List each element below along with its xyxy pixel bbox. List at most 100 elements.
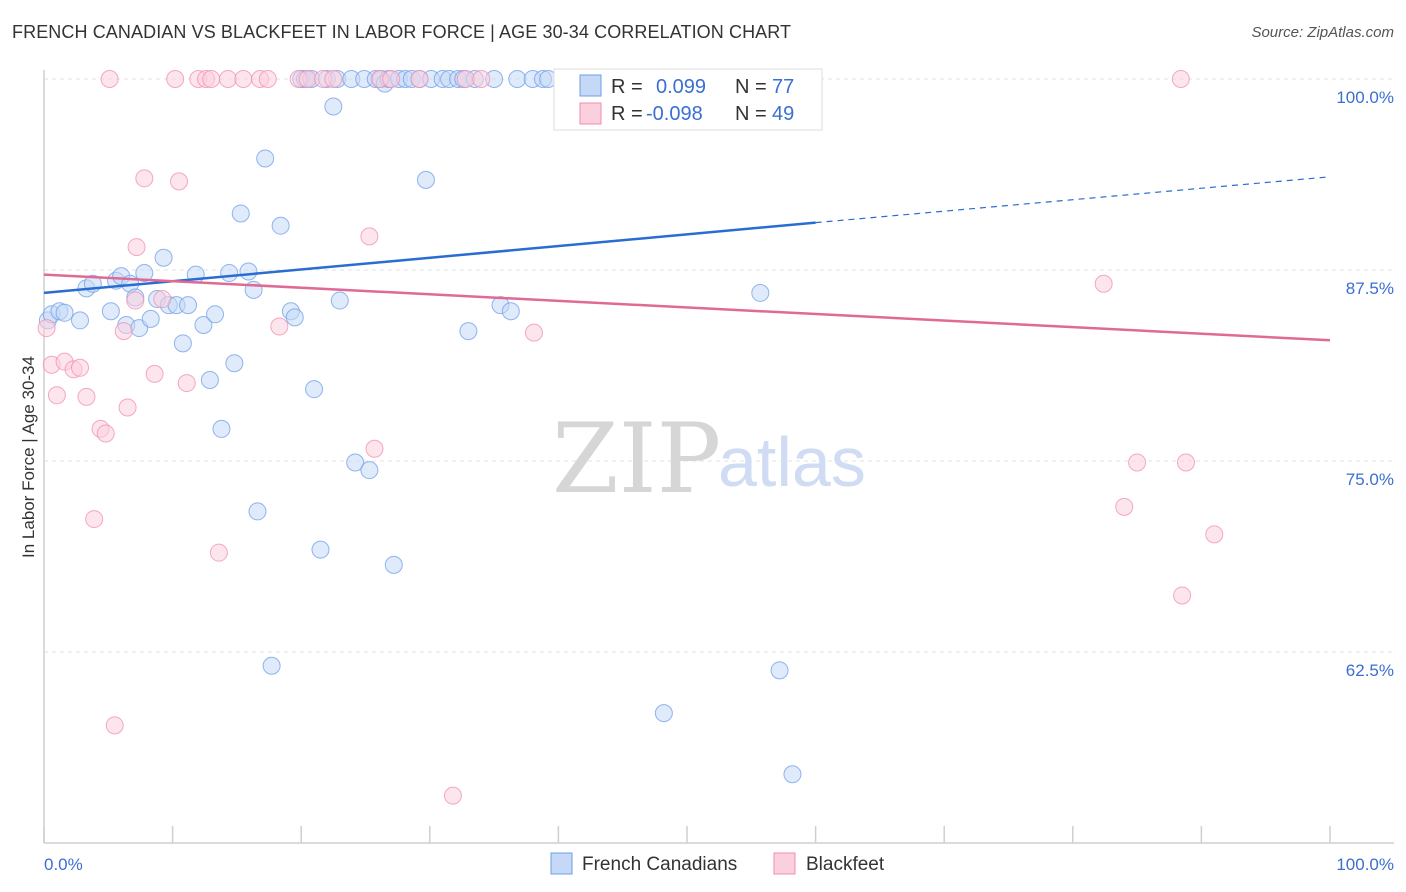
blackfeet-trend-line [43,273,1331,342]
blackfeet-point-52 [1205,525,1224,544]
blackfeet-point-6 [77,387,96,406]
blackfeet-point-42 [472,70,491,88]
french-point-46 [330,291,349,310]
french-point-35 [271,216,290,235]
blackfeet-point-47 [1115,497,1134,516]
french-trend-extension [815,176,1331,224]
series-legend: French Canadians Blackfeet [550,852,885,875]
french-point-3 [55,303,74,322]
blackfeet-point-16 [135,169,154,188]
french-point-34 [262,656,281,675]
trend-lines [43,176,1331,342]
french-point-42 [311,540,330,559]
blackfeet-point-49 [1171,70,1190,88]
blackfeet-point-50 [1173,586,1192,605]
french-n-label: N = [735,76,767,98]
french-point-70 [501,302,520,321]
french-point-17 [154,248,173,267]
blackfeet-point-46 [1094,274,1113,293]
french-point-14 [135,264,154,283]
blackfeet-point-20 [170,172,189,191]
french-point-25 [206,305,225,324]
french-point-26 [212,419,231,438]
legend-french-swatch [550,852,573,875]
blackfeet-point-51 [1176,453,1195,472]
legend-blackfeet-label: Blackfeet [806,854,885,875]
blackfeet-point-35 [360,227,379,246]
legend-french-label: French Canadians [582,854,737,875]
blackfeet-point-10 [100,70,119,88]
blackfeet-point-29 [258,70,277,88]
blackfeet-point-41 [456,70,475,88]
french-point-15 [141,309,160,328]
blackfeet-point-0 [37,319,56,338]
french-n-value: 77 [772,76,794,98]
blackfeet-point-7 [85,510,104,529]
french-point-32 [248,502,267,521]
blackfeet-point-5 [71,358,90,377]
french-point-21 [179,296,198,315]
chart-title: FRENCH CANADIAN VS BLACKFEET IN LABOR FO… [12,22,792,42]
y-tick-label-1: 75.0% [1346,470,1394,489]
french-point-20 [173,334,192,353]
french-point-4 [71,311,90,330]
watermark-zip: ZIP [552,403,721,515]
blackfeet-n-label: N = [735,103,767,125]
blackfeet-point-30 [270,317,289,336]
blackfeet-point-48 [1128,453,1147,472]
blackfeet-point-9 [96,424,115,443]
blackfeet-point-17 [145,364,164,383]
blackfeet-point-24 [202,70,221,88]
blackfeet-point-15 [127,238,146,257]
y-tick-label-0: 62.5% [1346,661,1394,680]
french-point-55 [384,555,403,574]
grid [44,78,1394,653]
french-point-48 [346,453,365,472]
blackfeet-point-39 [410,70,429,88]
french-point-41 [305,380,324,399]
y-tick-labels: 62.5% 75.0% 87.5% 100.0% [1336,88,1394,680]
watermark: ZIP atlas [552,403,866,515]
blackfeet-point-34 [324,70,343,88]
y-tick-label-3: 100.0% [1336,88,1394,107]
blackfeet-point-25 [209,543,228,562]
french-point-77 [770,661,789,680]
x-ticks [43,826,1331,843]
french-r-value: 0.099 [656,76,706,98]
french-point-75 [654,704,673,723]
blackfeet-point-18 [153,290,172,309]
blackfeet-point-27 [234,70,253,88]
french-point-23 [194,316,213,335]
french-point-50 [360,461,379,480]
french-point-44 [324,97,343,116]
french-point-33 [256,149,275,168]
blackfeet-point-13 [118,398,137,417]
blackfeet-r-label: R = [611,103,643,125]
french-point-76 [751,283,770,302]
french-r-label: R = [611,76,643,98]
blackfeet-point-11 [105,716,124,735]
y-tick-label-2: 87.5% [1346,279,1394,298]
blackfeet-point-14 [126,291,145,310]
blackfeet-point-19 [166,70,185,88]
x-tick-label-min: 0.0% [44,855,83,874]
blackfeet-point-43 [524,323,543,342]
blackfeet-swatch [579,102,602,125]
y-axis-title: In Labor Force | Age 30-34 [19,356,38,558]
blackfeet-point-26 [218,70,237,88]
french-point-28 [225,354,244,373]
french-point-60 [416,170,435,189]
french-point-7 [101,302,120,321]
blackfeet-point-2 [47,386,66,405]
blackfeet-point-21 [177,374,196,393]
blackfeet-n-value: 49 [772,103,794,125]
blackfeet-point-32 [298,70,317,88]
french-point-37 [285,308,304,327]
french-point-29 [231,204,250,223]
axes [43,70,1394,844]
x-tick-label-max: 100.0% [1336,855,1394,874]
source-label: Source: ZipAtlas.com [1251,24,1394,41]
blackfeet-point-38 [382,70,401,88]
french-point-27 [220,264,239,283]
